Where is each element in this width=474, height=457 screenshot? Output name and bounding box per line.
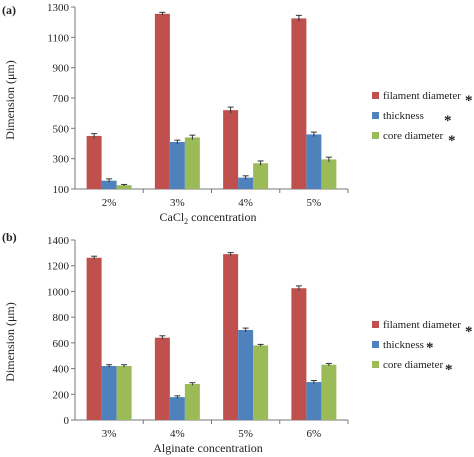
y-tick-label: 1200: [47, 261, 70, 273]
legend-entry-thickness: thickness: [383, 110, 424, 122]
legend-swatch: [372, 112, 379, 119]
y-tick-label: 300: [53, 154, 70, 166]
significance-star: *: [448, 133, 456, 149]
bar-thickness: [306, 382, 322, 420]
bar-core-diameter: [184, 384, 200, 420]
bar-core-diameter: [253, 345, 269, 420]
bar-thickness: [238, 177, 254, 189]
significance-star: *: [465, 93, 473, 109]
x-axis-title-b: Alginate concentration: [153, 441, 263, 455]
bar-filament-diameter: [154, 337, 170, 420]
legend-swatch: [372, 341, 379, 348]
bar-core-diameter: [321, 364, 337, 420]
y-tick-label: 500: [53, 123, 70, 135]
bar-thickness: [101, 180, 117, 189]
panel-label-b: (b): [2, 230, 17, 244]
x-tick-label: 2%: [102, 197, 117, 209]
x-tick-label: 5%: [307, 197, 322, 209]
y-tick-label: 1000: [47, 286, 70, 298]
legend-swatch: [372, 132, 379, 139]
bar-core-diameter: [253, 163, 269, 189]
y-tick-label: 1400: [47, 235, 70, 247]
y-tick-label: 200: [53, 389, 70, 401]
x-tick-label: 4%: [238, 197, 253, 209]
x-axis-title-a-sub: 2: [184, 217, 188, 226]
plot-area-a: 100 300 500 700 900 1100 1300 2% 3% 4% 5%: [47, 2, 349, 209]
legend-swatch: [372, 361, 379, 368]
legend-entry-filament-diameter: filament diameter: [383, 90, 461, 102]
legend-a: filament diameter *thickness *core diamete…: [372, 90, 473, 149]
legend-entry-filament-diameter: filament diameter: [383, 319, 461, 331]
chart-panel-a: (a) Dimension (μm) CaCl2 concentration 1…: [2, 2, 473, 226]
y-axis-title-b: Dimension (μm): [3, 302, 17, 381]
bar-filament-diameter: [223, 254, 239, 420]
legend-swatch: [372, 92, 379, 99]
bar-filament-diameter: [291, 288, 307, 420]
x-axis-title-a: CaCl2 concentration: [160, 210, 257, 226]
bar-thickness: [101, 366, 117, 420]
x-tick-label: 4%: [170, 428, 185, 440]
bar-thickness: [169, 141, 185, 189]
significance-star: *: [445, 362, 453, 378]
bar-core-diameter: [116, 366, 132, 420]
significance-star: *: [444, 113, 452, 129]
bar-filament-diameter: [223, 110, 239, 189]
x-tick-label: 5%: [238, 428, 253, 440]
x-tick-label: 6%: [307, 428, 322, 440]
bar-thickness: [238, 330, 254, 420]
x-axis-title-a-rest: concentration: [188, 210, 256, 224]
x-tick-label: 3%: [170, 197, 185, 209]
bar-filament-diameter: [154, 13, 170, 190]
y-tick-label: 400: [53, 364, 70, 376]
legend-entry-core-diameter: core diameter: [383, 359, 443, 371]
significance-star: *: [465, 324, 473, 340]
bar-filament-diameter: [86, 135, 102, 189]
plot-area-b: 0 200 400 600 800 1000 1200 1400 3% 4% 5% 6%: [47, 235, 349, 440]
legend-entry-thickness: thickness: [383, 339, 424, 351]
y-tick-label: 700: [53, 93, 70, 105]
y-tick-label: 0: [64, 415, 70, 427]
bar-filament-diameter: [291, 18, 307, 189]
panel-label-a: (a): [2, 3, 16, 17]
chart-panel-b: (b) Dimension (μm) Alginate concentratio…: [2, 230, 473, 455]
bar-core-diameter: [321, 159, 337, 189]
bar-core-diameter: [116, 185, 132, 189]
y-tick-label: 600: [53, 338, 70, 350]
y-tick-label: 800: [53, 312, 70, 324]
bar-core-diameter: [184, 137, 200, 189]
y-axis-title-a: Dimension (μm): [3, 60, 17, 139]
y-tick-label: 900: [53, 63, 70, 75]
x-tick-label: 3%: [102, 428, 117, 440]
bar-filament-diameter: [86, 257, 102, 420]
legend-entry-core-diameter: core diameter: [383, 130, 443, 142]
bar-thickness: [169, 397, 185, 420]
y-tick-label: 1300: [47, 2, 70, 14]
x-axis-title-a-base: CaCl: [160, 210, 185, 224]
legend-swatch: [372, 321, 379, 328]
legend-b: filament diameter *thickness *core diamete…: [372, 319, 473, 378]
y-tick-label: 100: [53, 184, 70, 196]
y-tick-label: 1100: [47, 32, 69, 44]
bar-thickness: [306, 134, 322, 189]
significance-star: *: [426, 340, 434, 356]
